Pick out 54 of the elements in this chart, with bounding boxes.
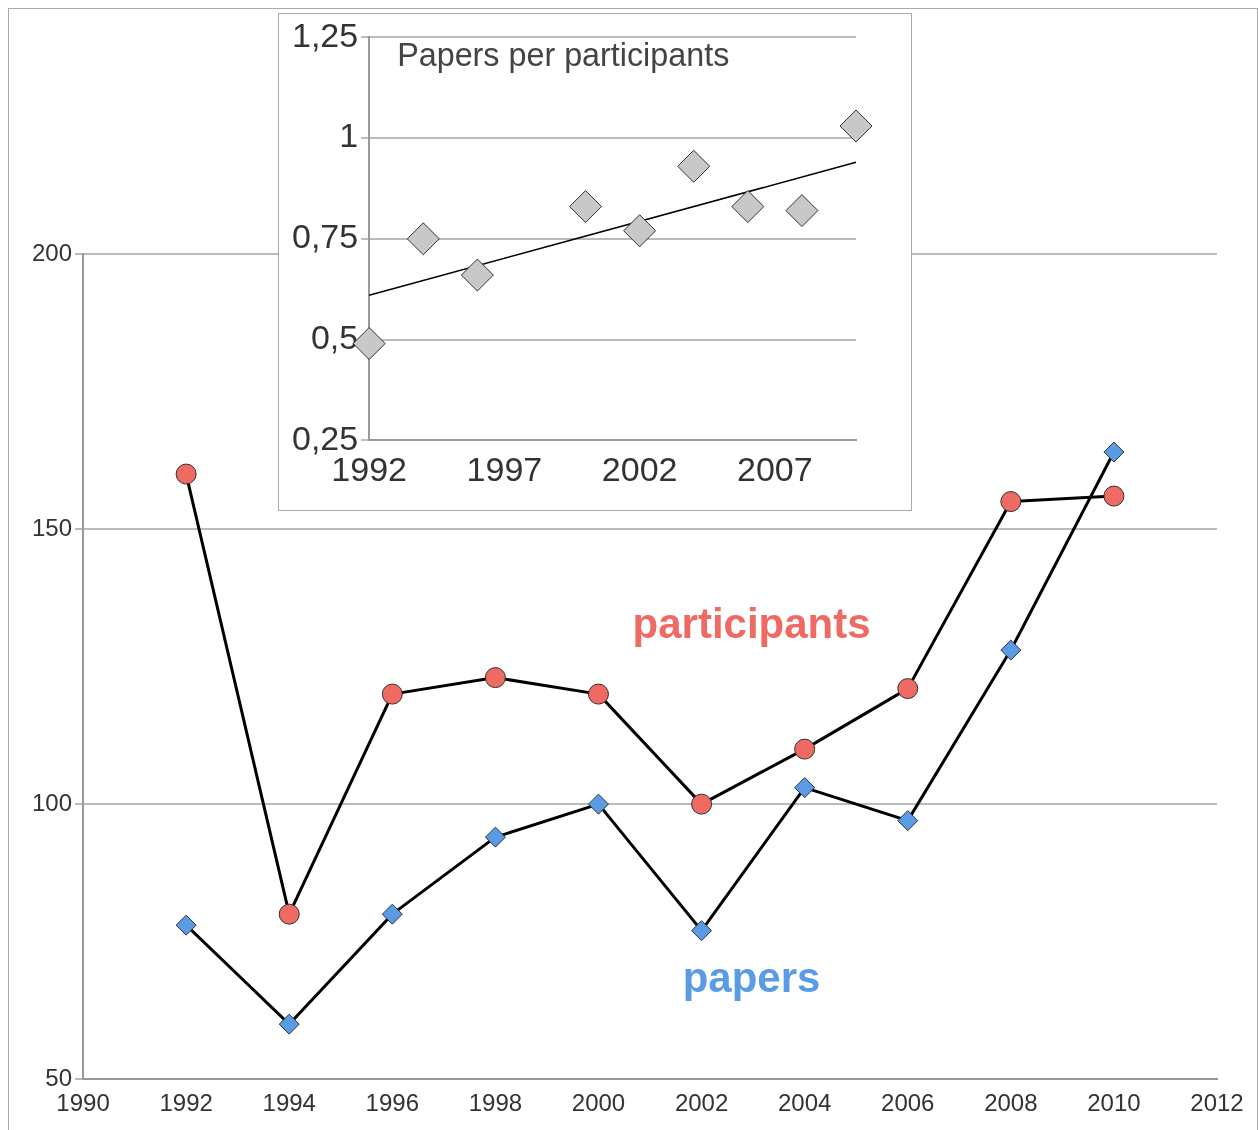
- y-tick-label: 200: [32, 238, 73, 266]
- x-tick-label: 2004: [777, 1089, 832, 1117]
- point: [897, 810, 919, 832]
- point: [839, 109, 873, 143]
- series-label: participants: [632, 599, 871, 647]
- point: [381, 903, 403, 925]
- x-tick-label: 1998: [468, 1089, 523, 1117]
- point: [175, 914, 197, 936]
- point: [381, 683, 403, 705]
- y-tick-label: 1: [339, 116, 359, 155]
- point: [623, 214, 657, 248]
- point: [278, 1013, 300, 1035]
- point: [691, 793, 713, 815]
- point: [731, 190, 765, 224]
- y-tick-label: 150: [32, 513, 73, 541]
- x-tick-label: 2010: [1087, 1089, 1141, 1117]
- point: [1000, 639, 1022, 661]
- point: [1000, 491, 1022, 513]
- point: [278, 903, 300, 925]
- point: [406, 222, 440, 256]
- point: [897, 678, 919, 700]
- x-tick-label: 1994: [262, 1089, 316, 1117]
- x-tick-label: 2002: [674, 1089, 729, 1117]
- point: [794, 777, 816, 799]
- point: [794, 738, 816, 760]
- y-tick-label: 0,75: [291, 217, 359, 256]
- point: [1103, 441, 1125, 463]
- point: [569, 190, 603, 224]
- x-tick-label: 1992: [159, 1089, 213, 1117]
- y-tick-label: 1,25: [291, 15, 359, 54]
- point: [691, 920, 713, 942]
- y-tick-label: 0,5: [310, 317, 359, 356]
- point: [460, 258, 494, 292]
- x-tick-label: 2012: [1190, 1089, 1244, 1117]
- point: [587, 683, 609, 705]
- x-tick-label: 2006: [881, 1089, 935, 1117]
- point: [587, 793, 609, 815]
- x-tick-label: 1996: [365, 1089, 419, 1117]
- point: [1103, 485, 1125, 507]
- x-tick-label: 1990: [56, 1089, 110, 1117]
- y-tick-label: 100: [32, 788, 73, 816]
- x-tick-label: 2000: [571, 1089, 626, 1117]
- x-tick-label: 2008: [984, 1089, 1038, 1117]
- point: [175, 463, 197, 485]
- y-tick-label: 50: [45, 1063, 73, 1091]
- point: [785, 194, 819, 228]
- x-tick-label: 2007: [737, 449, 813, 488]
- x-tick-label: 1997: [466, 449, 543, 488]
- x-tick-label: 2002: [601, 449, 678, 488]
- point: [484, 826, 506, 848]
- point: [677, 149, 711, 183]
- point: [484, 667, 506, 689]
- chart-title: Papers per participants: [397, 37, 730, 74]
- series-label: papers: [682, 954, 821, 1002]
